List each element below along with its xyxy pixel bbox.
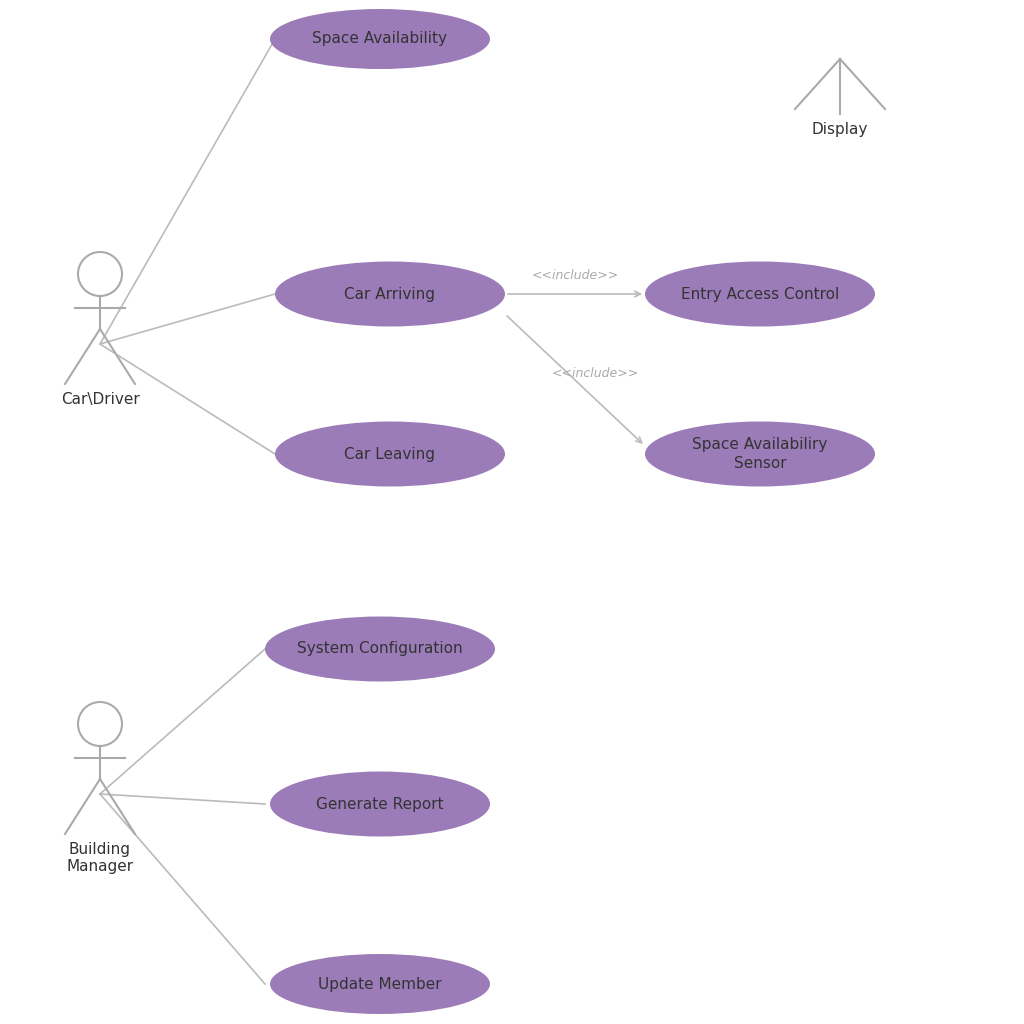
Ellipse shape <box>645 422 874 486</box>
Text: <<include>>: <<include>> <box>551 367 639 380</box>
Text: Car Leaving: Car Leaving <box>344 446 435 462</box>
Ellipse shape <box>275 422 505 486</box>
Text: Update Member: Update Member <box>318 977 441 991</box>
Ellipse shape <box>270 771 490 837</box>
Ellipse shape <box>270 954 490 1014</box>
Text: Display: Display <box>812 122 868 137</box>
Ellipse shape <box>265 616 495 682</box>
Ellipse shape <box>270 9 490 69</box>
Text: Car Arriving: Car Arriving <box>344 287 435 301</box>
Text: Entry Access Control: Entry Access Control <box>681 287 839 301</box>
Text: <<include>>: <<include>> <box>531 269 618 282</box>
Ellipse shape <box>275 261 505 327</box>
Text: Generate Report: Generate Report <box>316 797 443 811</box>
Text: Space Availability: Space Availability <box>312 32 447 46</box>
Text: Building
Manager: Building Manager <box>67 842 133 874</box>
Ellipse shape <box>645 261 874 327</box>
Text: System Configuration: System Configuration <box>297 641 463 656</box>
Text: Space Availabiliry
Sensor: Space Availabiliry Sensor <box>692 437 827 471</box>
Text: Car\Driver: Car\Driver <box>60 392 139 407</box>
